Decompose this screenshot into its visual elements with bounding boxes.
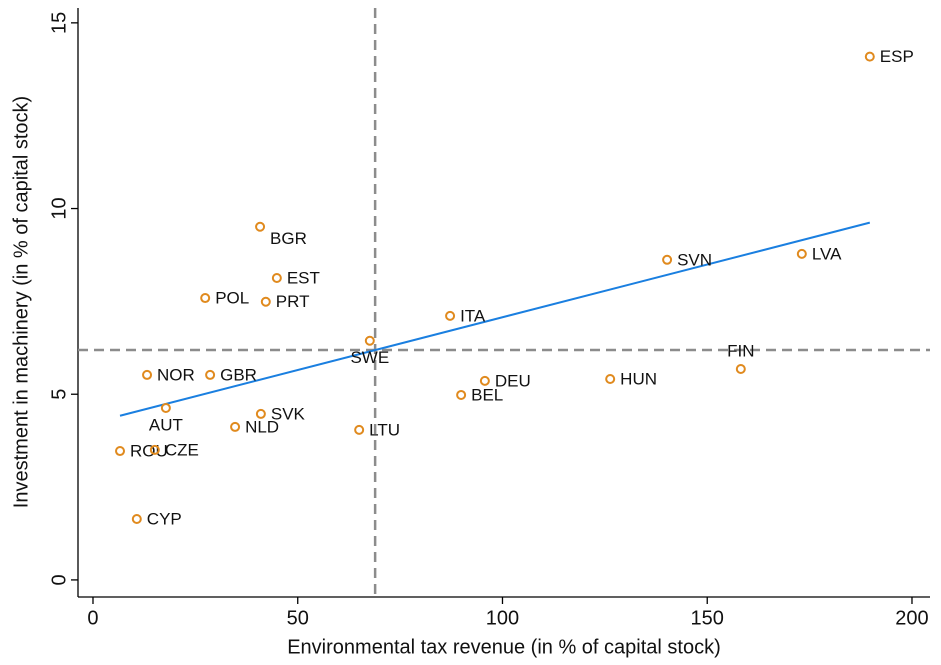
point-label: GBR (220, 365, 257, 384)
point-label: BEL (471, 385, 503, 404)
point-label: ESP (880, 47, 914, 66)
point-label: ITA (460, 306, 486, 325)
point (230, 421, 241, 432)
point (796, 248, 807, 259)
point-label: DEU (495, 371, 531, 390)
x-tick-label: 200 (895, 607, 928, 629)
point-label: LVA (812, 244, 842, 263)
point-label: BGR (270, 229, 307, 248)
point (260, 296, 271, 307)
point (735, 363, 746, 374)
point-label: LTU (369, 420, 400, 439)
x-tick-label: 150 (691, 607, 724, 629)
point (115, 446, 126, 457)
y-tick-label: 5 (48, 389, 70, 400)
point (479, 375, 490, 386)
point-label: ROU (130, 442, 168, 461)
x-axis-title: Environmental tax revenue (in % of capit… (287, 636, 721, 658)
point-label: CZE (165, 440, 199, 459)
point (255, 221, 266, 232)
point-label: NOR (157, 365, 195, 384)
point-label: CYP (147, 509, 182, 528)
point-label: AUT (149, 415, 183, 434)
point (271, 272, 282, 283)
point (364, 335, 375, 346)
y-tick-label: 0 (48, 574, 70, 585)
x-tick-label: 100 (486, 607, 519, 629)
point (605, 374, 616, 385)
point (864, 51, 875, 62)
point-label: SWE (350, 348, 389, 367)
point-label: SVK (271, 404, 306, 423)
point-label: SVN (677, 250, 712, 269)
point (205, 369, 216, 380)
point (200, 293, 211, 304)
point (662, 254, 673, 265)
point-label: HUN (620, 369, 657, 388)
x-tick-label: 0 (87, 607, 98, 629)
point (142, 369, 153, 380)
point (255, 408, 266, 419)
fit-line (119, 221, 871, 417)
point-label: FIN (727, 341, 754, 360)
point (445, 310, 456, 321)
point (131, 514, 142, 525)
point-label: PRT (276, 292, 310, 311)
y-tick-label: 15 (48, 12, 70, 34)
point (456, 389, 467, 400)
point (160, 402, 171, 413)
point (354, 424, 365, 435)
y-axis-title: Investment in machinery (in % of capital… (10, 96, 32, 508)
point-label: NLD (245, 417, 279, 436)
y-tick-label: 10 (48, 197, 70, 219)
point-label: EST (287, 268, 320, 287)
point (149, 444, 160, 455)
x-tick-label: 50 (287, 607, 309, 629)
point-label: POL (215, 289, 249, 308)
